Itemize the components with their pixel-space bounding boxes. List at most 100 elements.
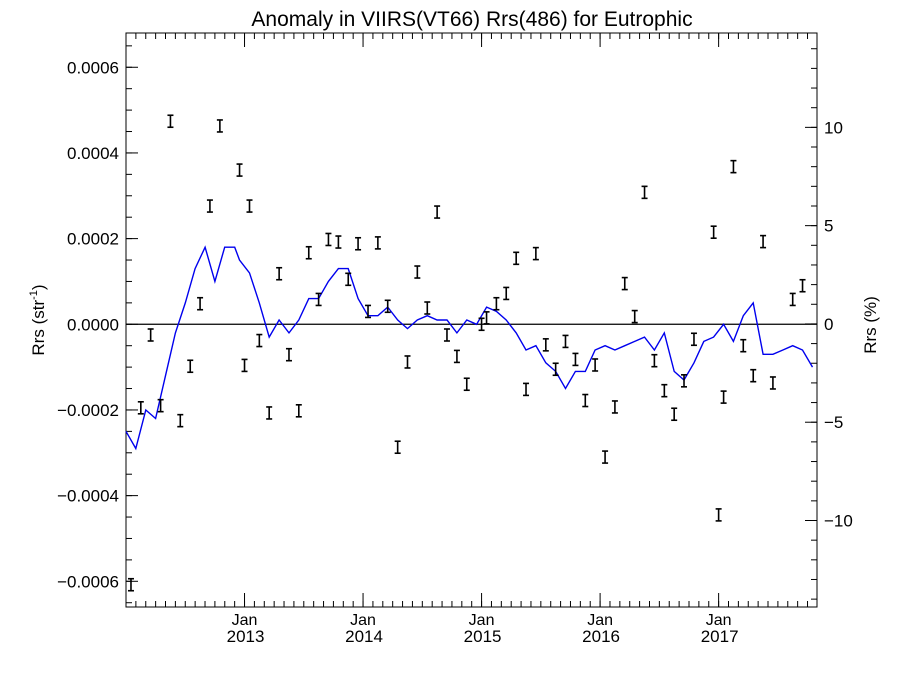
- error-bar-point: [414, 265, 421, 279]
- error-bar-point: [394, 440, 401, 455]
- error-bar-point: [715, 508, 722, 522]
- y-axis-left-label-main: Rrs (str: [29, 300, 48, 356]
- error-bar-point: [730, 159, 737, 174]
- x-tick-label-year: 2017: [701, 627, 739, 646]
- y-axis-left-label-sup: -1: [28, 290, 40, 300]
- error-bar-point: [434, 205, 441, 219]
- y-left-tick-label: 0.0006: [67, 58, 119, 77]
- error-bar-point: [562, 334, 569, 349]
- error-bar-point: [365, 304, 372, 319]
- error-bar-point: [572, 352, 579, 367]
- error-bar-point: [305, 245, 312, 260]
- error-bar-point: [345, 272, 352, 287]
- error-bar-point: [478, 317, 485, 332]
- x-tick-label-year: 2014: [345, 627, 383, 646]
- error-bar-point: [641, 185, 648, 200]
- error-bar-points: [127, 114, 806, 592]
- error-bar-point: [611, 400, 618, 414]
- error-bar-point: [483, 311, 490, 325]
- x-tick-label-month: Jan: [469, 612, 495, 629]
- error-bar-point: [285, 347, 292, 362]
- error-bar-point: [424, 301, 431, 315]
- tick-group: [125, 33, 817, 607]
- error-bar-point: [404, 355, 411, 369]
- y-right-tick-label: 10: [824, 118, 843, 137]
- error-bar-point: [197, 296, 204, 311]
- error-bar-point: [799, 278, 806, 293]
- error-bar-point: [384, 299, 391, 314]
- error-bar-point: [147, 328, 154, 342]
- error-bar-point: [720, 390, 727, 404]
- error-bar-point: [236, 163, 243, 177]
- x-tick-label-year: 2016: [582, 627, 620, 646]
- x-tick-label-month: Jan: [587, 612, 613, 629]
- x-tick-label-month: Jan: [706, 612, 732, 629]
- error-bar-point: [493, 296, 500, 311]
- error-bar-point: [276, 266, 283, 281]
- error-bar-point: [157, 398, 164, 413]
- error-bar-point: [335, 235, 342, 249]
- error-bar-point: [187, 359, 194, 374]
- error-bar-point: [769, 376, 776, 390]
- error-bar-point: [532, 246, 539, 261]
- chart-title: Anomaly in VIIRS(VT66) Rrs(486) for Eutr…: [251, 8, 692, 31]
- error-bar-point: [710, 225, 717, 239]
- error-bar-point: [453, 349, 460, 364]
- error-bar-point: [582, 393, 589, 408]
- tick-label-group: 0.0006 0.0004 0.0002 0.0000 −0.0002 −0.0004 −0…: [57, 58, 853, 646]
- error-bar-point: [355, 236, 362, 251]
- y-right-tick-label: −5: [824, 413, 843, 432]
- x-tick-label-month: Jan: [232, 612, 258, 629]
- error-bar-point: [325, 232, 332, 247]
- error-bar-point: [206, 199, 213, 213]
- error-bar-point: [542, 338, 549, 352]
- error-bar-point: [740, 338, 747, 353]
- error-bar-point: [621, 276, 628, 291]
- y-axis-left-label: Rrs (str-1): [28, 284, 48, 355]
- y-left-tick-label: 0.0002: [67, 230, 119, 249]
- y-axis-left-label-close: ): [29, 284, 48, 290]
- error-bar-point: [681, 374, 688, 388]
- error-bar-point: [167, 114, 174, 129]
- error-bar-point: [241, 358, 248, 373]
- error-bar-point: [552, 362, 559, 377]
- error-bar-point: [177, 413, 184, 428]
- error-bar-point: [651, 353, 658, 368]
- error-bar-point: [315, 292, 322, 307]
- error-bar-point: [216, 119, 223, 133]
- error-bar-point: [443, 328, 450, 342]
- error-bar-point: [760, 234, 767, 249]
- error-bar-point: [671, 407, 678, 422]
- error-bar-point: [246, 199, 253, 213]
- error-bar-point: [256, 333, 263, 348]
- y-left-tick-label: 0.0000: [67, 315, 119, 334]
- error-bar-point: [137, 401, 144, 415]
- error-bar-point: [602, 450, 609, 464]
- x-tick-label-month: Jan: [350, 612, 376, 629]
- y-left-tick-label: −0.0006: [57, 572, 119, 591]
- y-right-tick-label: 0: [824, 315, 833, 334]
- error-bar-point: [523, 382, 530, 397]
- error-bar-point: [266, 406, 273, 420]
- y-left-tick-label: −0.0004: [57, 487, 119, 506]
- error-bar-point: [750, 368, 757, 383]
- x-tick-label-year: 2013: [227, 627, 265, 646]
- error-bar-point: [592, 358, 599, 372]
- y-right-tick-label: −10: [824, 512, 853, 531]
- y-right-tick-label: 5: [824, 217, 833, 236]
- plot-frame: [125, 32, 818, 608]
- error-bar-point: [513, 251, 520, 266]
- error-bar-point: [127, 577, 134, 592]
- error-bar-point: [631, 309, 638, 324]
- y-axis-right-label: Rrs (%): [861, 296, 880, 354]
- y-left-tick-label: −0.0002: [57, 401, 119, 420]
- error-bar-point: [789, 292, 796, 307]
- x-tick-label-year: 2015: [464, 627, 502, 646]
- error-bar-point: [463, 377, 470, 392]
- error-bar-point: [295, 404, 302, 418]
- error-bar-point: [661, 383, 668, 398]
- anomaly-series-line: [125, 245, 814, 451]
- y-left-tick-label: 0.0004: [67, 144, 119, 163]
- error-bar-point: [374, 236, 381, 250]
